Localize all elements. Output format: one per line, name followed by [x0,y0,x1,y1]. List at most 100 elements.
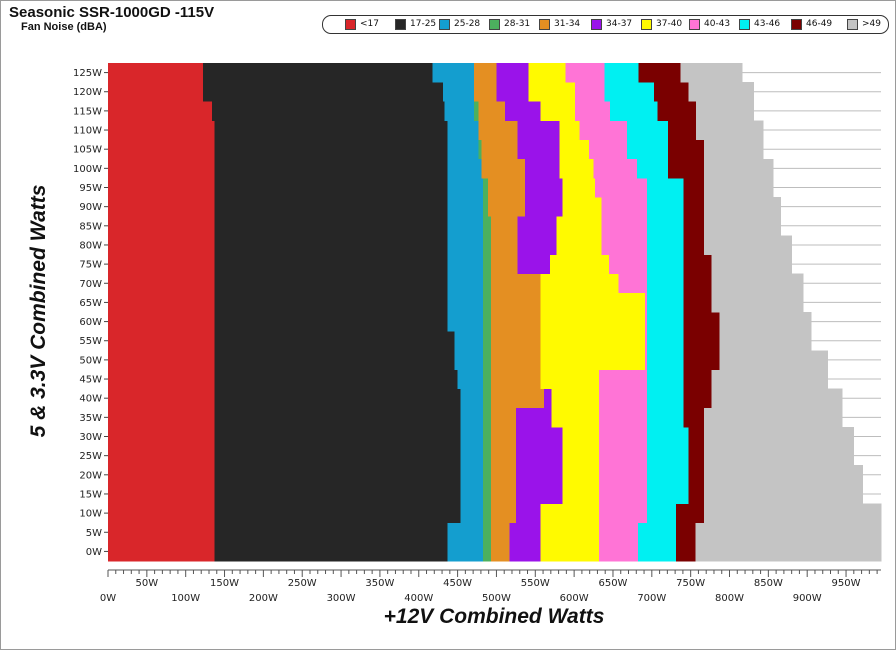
band-cell [595,177,648,198]
y-tick-label: 25W [79,451,102,462]
band-cell [598,522,639,543]
band-cell [647,426,689,447]
band-cell [214,484,462,504]
band-cell [447,522,484,543]
band-cell [483,446,492,466]
band-cell [447,235,484,255]
band-cell [214,177,448,198]
band-cell [491,465,517,485]
band-cell [540,331,646,351]
band-cell [108,158,215,179]
x-tick-label: 750W [676,578,705,589]
band-cell [491,522,511,543]
x-tick-label: 850W [754,578,783,589]
band-cell [598,426,648,447]
band-cell [214,446,462,466]
band-cell [562,177,596,198]
band-cell [528,63,566,83]
band-cell [509,522,542,543]
x-tick-label: 900W [793,593,822,604]
y-tick-label: 20W [79,470,102,481]
legend-label: >49 [862,19,881,29]
band-cell [598,541,639,562]
band-cell [108,312,215,332]
band-cell [559,139,590,160]
legend-swatch [539,19,550,30]
band-cell [108,216,215,236]
band-cell [432,63,475,83]
band-cell [108,350,215,370]
band-cell [447,139,479,160]
band-cell [598,369,648,390]
band-cell [487,197,526,217]
band-cell [688,82,754,102]
band-cell [703,158,774,179]
y-tick-label: 80W [79,240,102,251]
band-cell [609,101,658,121]
x-tick-label: 150W [210,578,239,589]
x-tick-label: 250W [288,578,317,589]
band-cell [108,541,215,562]
band-cell [460,465,484,485]
band-cell [703,426,855,447]
x-tick-label: 600W [560,593,589,604]
y-tick-label: 95W [79,183,102,194]
band-cell [711,369,828,390]
band-cell [108,407,215,428]
band-cell [483,541,492,562]
band-cell [598,407,648,428]
band-cell [601,216,648,236]
band-cell [491,541,511,562]
band-cell [703,235,793,255]
band-cell [491,216,518,236]
x-tick-label: 700W [637,593,666,604]
band-cell [604,82,655,102]
band-cell [559,158,594,179]
band-cell [504,101,542,121]
band-cell [644,292,648,313]
band-cell [598,465,648,485]
band-cell [695,522,882,543]
band-cell [683,407,705,428]
band-cell [447,216,484,236]
chart-title: Seasonic SSR-1000GD -115V [9,4,215,21]
band-cell [483,254,492,275]
y-tick-label: 85W [79,221,102,232]
legend-swatch [395,19,406,30]
band-cell [668,120,697,141]
band-cell [668,139,705,160]
band-cell [711,292,804,313]
band-cell [214,120,448,141]
band-cell [644,331,648,351]
band-cell [483,388,492,409]
band-cell [719,350,828,370]
band-cell [108,235,215,255]
chart-legend: <17 17-25 25-28 28-31 31-34 34-37 37-40 40-43 43… [322,15,889,34]
band-cell [525,177,563,198]
band-cell [588,139,628,160]
band-cell [491,426,517,447]
y-tick-label: 65W [79,298,102,309]
legend-label: 43-46 [754,19,781,29]
band-cell [683,197,705,217]
band-cell [214,197,448,217]
band-cell [460,446,484,466]
band-cell [460,503,484,524]
y-tick-label: 115W [73,106,102,117]
band-cell [214,465,462,485]
band-cell [447,197,484,217]
band-cell [598,388,648,409]
x-tick-label: 500W [482,593,511,604]
band-cell [675,503,705,524]
band-cell [528,82,576,102]
band-cell [647,216,685,236]
legend-label: 37-40 [656,19,683,29]
band-cell [675,522,696,543]
x-tick-label: 800W [715,593,744,604]
legend-label: 31-34 [554,19,581,29]
band-cell [609,254,648,275]
band-cell [473,101,479,121]
band-cell [214,312,448,332]
band-cell [108,273,215,294]
band-cell [647,177,685,198]
